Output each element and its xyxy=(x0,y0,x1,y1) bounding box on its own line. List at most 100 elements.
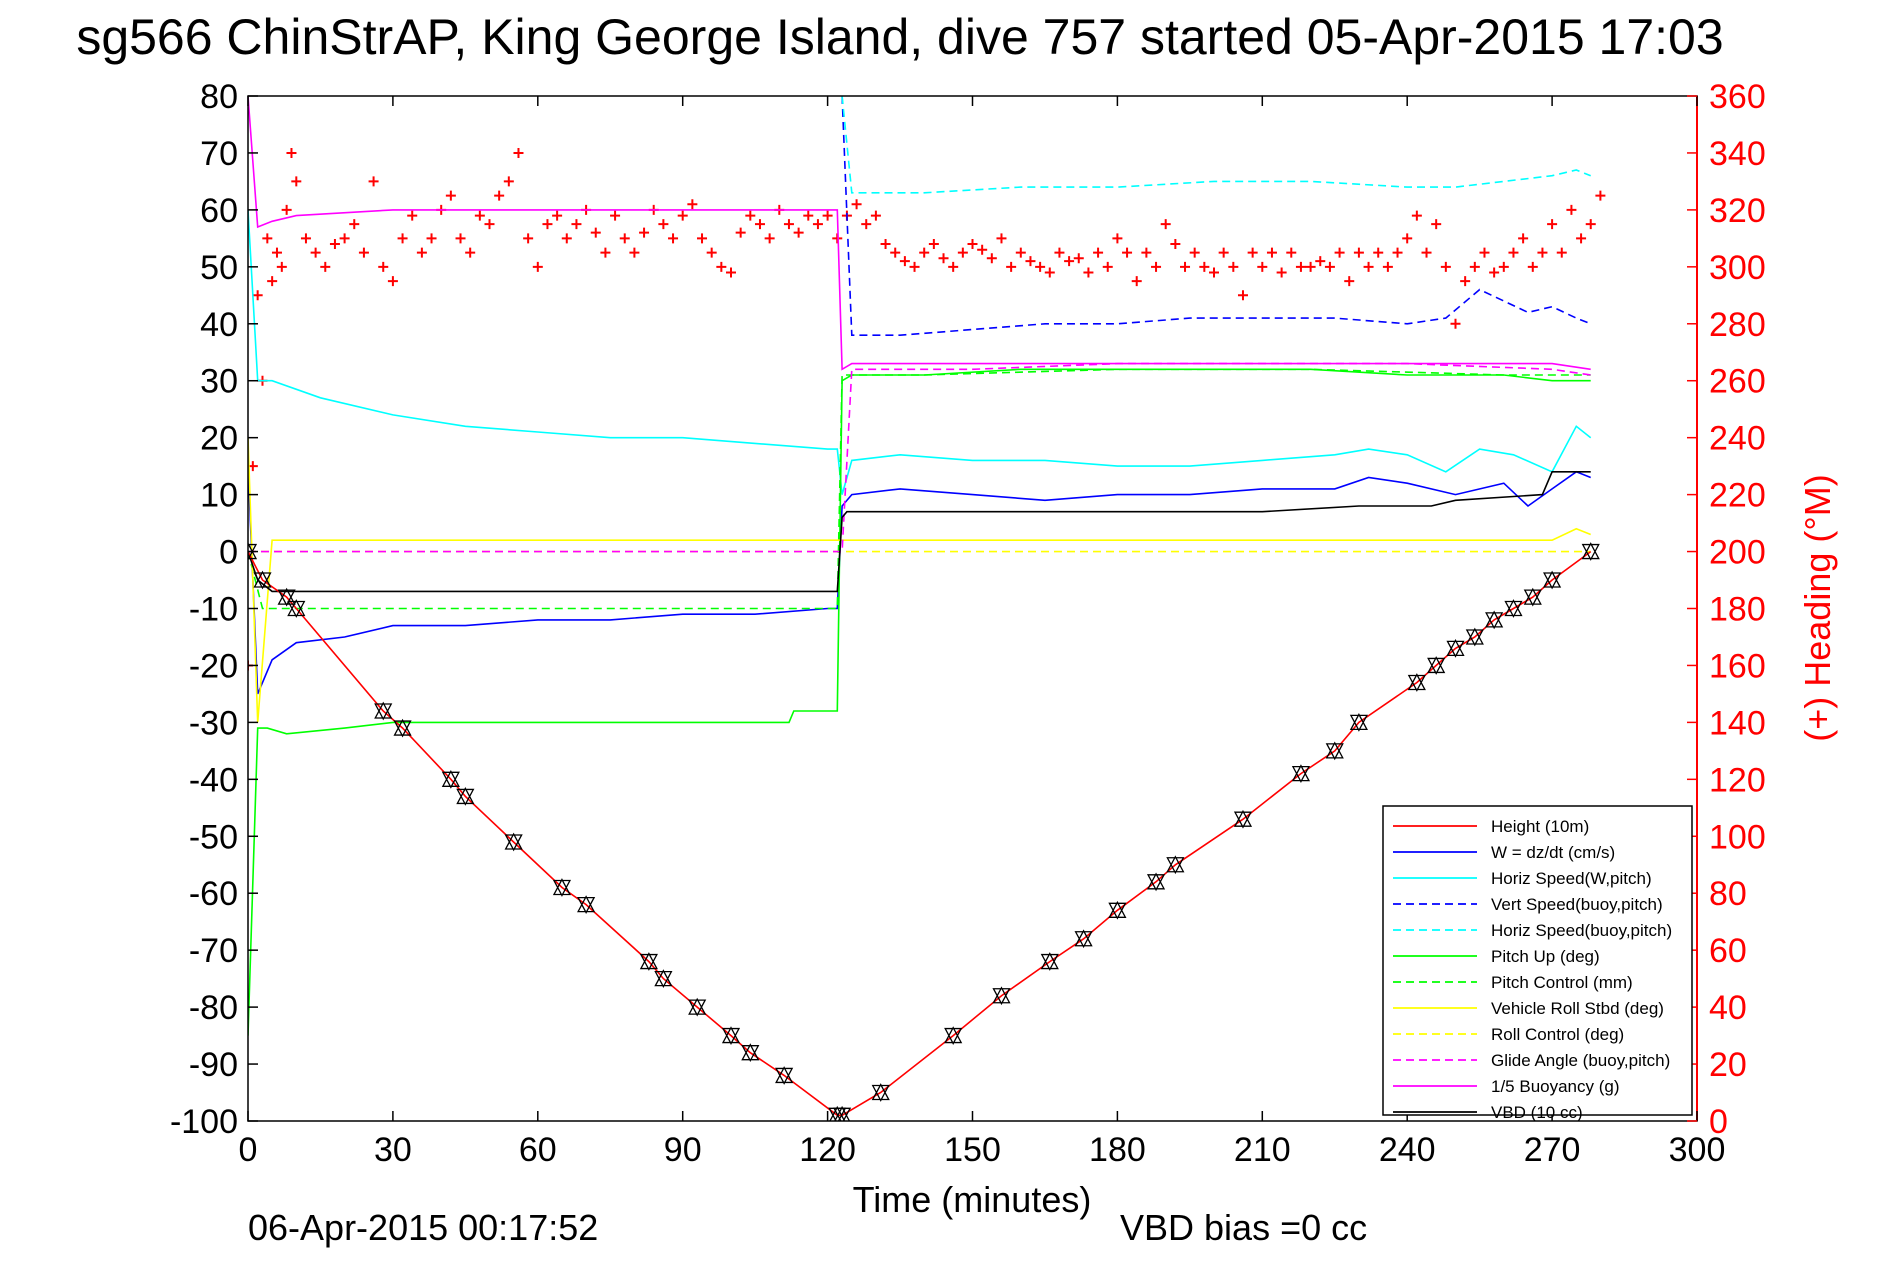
height-marker xyxy=(1074,929,1093,949)
y-tick-label: 0 xyxy=(219,534,238,572)
x-tick-label: 90 xyxy=(664,1131,702,1169)
series-line-vbd-10-cc xyxy=(248,470,1591,593)
heading-point xyxy=(1102,261,1113,272)
heading-point xyxy=(397,233,408,244)
y2-tick-label: 120 xyxy=(1709,761,1766,799)
y-tick-label: 70 xyxy=(200,135,238,173)
y2-tick-label: 360 xyxy=(1709,78,1766,116)
heading-point xyxy=(754,219,765,230)
y-tick-label: -90 xyxy=(189,1046,238,1084)
heading-point xyxy=(262,233,273,244)
heading-point xyxy=(977,244,988,255)
legend-entry: Pitch Control (mm) xyxy=(1491,973,1633,992)
heading-point xyxy=(1402,233,1413,244)
heading-point xyxy=(416,247,427,258)
heading-point xyxy=(310,247,321,258)
legend-entry: Horiz Speed(W,pitch) xyxy=(1491,869,1652,888)
heading-point xyxy=(1315,256,1326,267)
heading-point xyxy=(1440,261,1451,272)
axis-layer: 0 30 60 90 120 150 180 210 240 270 300807060504030… xyxy=(170,78,1766,1169)
series-line-pitch-control-mm xyxy=(248,368,1591,610)
heading-point xyxy=(986,253,997,264)
heading-point xyxy=(378,261,389,272)
heading-point xyxy=(1344,276,1355,287)
heading-point xyxy=(928,239,939,250)
y-tick-label: 40 xyxy=(200,306,238,344)
heading-point xyxy=(716,261,727,272)
heading-point xyxy=(1073,253,1084,264)
height-marker xyxy=(639,952,658,971)
y-tick-label: -40 xyxy=(189,761,238,799)
heading-point xyxy=(542,219,553,230)
heading-point xyxy=(1450,318,1461,329)
series-line-1-5-buoyancy-g xyxy=(248,96,1591,371)
height-marker xyxy=(1485,610,1504,630)
heading-point xyxy=(281,204,292,215)
heading-point xyxy=(1209,267,1219,278)
legend-entry: W = dz/dt (cm/s) xyxy=(1491,843,1615,862)
heading-point xyxy=(1035,261,1046,272)
x-tick-label: 120 xyxy=(799,1131,856,1169)
y2-tick-label: 80 xyxy=(1709,875,1747,913)
heading-point xyxy=(1373,247,1384,258)
heading-point xyxy=(1006,261,1017,272)
heading-point xyxy=(455,233,466,244)
y-tick-label: -30 xyxy=(189,704,238,742)
legend-entry: Glide Angle (buoy,pitch) xyxy=(1491,1051,1670,1070)
height-marker xyxy=(1146,872,1166,892)
heading-point xyxy=(1286,247,1297,258)
height-marker xyxy=(1040,952,1059,971)
heading-point xyxy=(658,219,669,230)
heading-point xyxy=(1431,219,1442,230)
heading-point xyxy=(909,261,920,272)
height-marker xyxy=(871,1083,890,1102)
heading-point xyxy=(1160,219,1171,230)
legend: Height (10m) W = dz/dt (cm/s) Horiz Speed(… xyxy=(1382,805,1693,1122)
heading-point xyxy=(880,239,891,250)
series-line-pitch-up-deg xyxy=(248,368,1591,1036)
y2-tick-label: 260 xyxy=(1709,363,1766,401)
legend-entry: Vert Speed(buoy,pitch) xyxy=(1491,895,1663,914)
heading-point xyxy=(668,233,679,244)
x-axis-label: Time (minutes) xyxy=(853,1179,1092,1220)
height-marker xyxy=(441,769,460,789)
heading-point xyxy=(445,190,456,201)
heading-point xyxy=(523,233,534,244)
heading-point xyxy=(339,233,350,244)
height-marker xyxy=(393,718,412,738)
height-marker xyxy=(775,1066,794,1085)
heading-point xyxy=(1151,261,1162,272)
heading-point xyxy=(697,233,708,244)
x-tick-label: 240 xyxy=(1379,1131,1436,1169)
heading-point xyxy=(629,247,640,258)
height-marker xyxy=(1543,570,1562,590)
legend-entry: VBD (10 cc) xyxy=(1491,1103,1583,1122)
heading-point xyxy=(1083,267,1094,278)
heading-point xyxy=(967,239,978,250)
y-tick-label: -10 xyxy=(189,591,238,629)
y-tick-label: 10 xyxy=(200,477,238,515)
height-marker xyxy=(1465,627,1484,647)
heading-point xyxy=(1122,247,1133,258)
heading-point xyxy=(890,247,901,258)
x-tick-label: 30 xyxy=(374,1131,412,1169)
heading-point xyxy=(1266,247,1277,258)
heading-point xyxy=(252,290,263,301)
heading-point xyxy=(1257,261,1268,272)
height-marker xyxy=(688,997,707,1017)
y-tick-label: -80 xyxy=(189,989,238,1027)
heading-point xyxy=(639,227,650,238)
height-marker xyxy=(287,599,306,618)
x-tick-label: 60 xyxy=(519,1131,557,1169)
heading-point xyxy=(276,261,287,272)
y-tick-label: -100 xyxy=(170,1103,238,1141)
y2-axis-label: (+) Heading (°M) xyxy=(1797,474,1838,741)
heading-point xyxy=(1585,219,1596,230)
height-marker xyxy=(1108,900,1127,920)
y-tick-label: 50 xyxy=(200,249,238,287)
height-marker xyxy=(1504,599,1523,618)
height-marker xyxy=(1291,764,1311,784)
heading-point xyxy=(1112,233,1123,244)
y2-tick-label: 240 xyxy=(1709,420,1766,458)
y-tick-label: -60 xyxy=(189,875,238,913)
